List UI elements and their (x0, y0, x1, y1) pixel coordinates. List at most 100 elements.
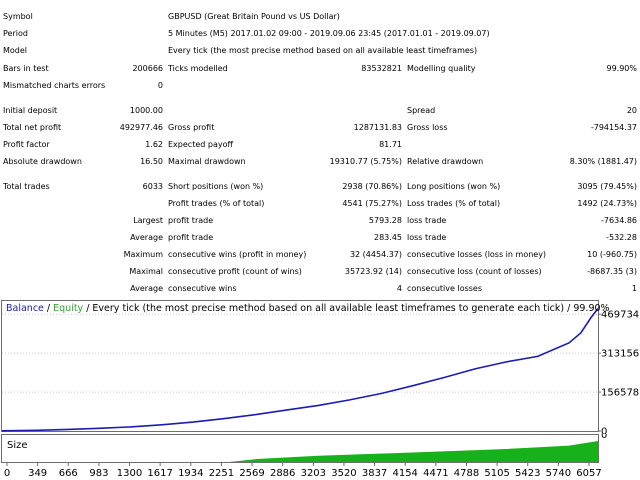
total-net-profit-label: Total net profit (3, 123, 62, 132)
x-tick-label: 666 (59, 468, 78, 479)
ticks-modelled-value: 83532821 (361, 64, 402, 73)
x-tick-label: 983 (89, 468, 108, 479)
legend-equity: Equity (53, 303, 84, 314)
relative-drawdown-label: Relative drawdown (407, 157, 484, 166)
mismatched-errors-label: Mismatched charts errors (3, 81, 106, 90)
size-area (2, 441, 598, 462)
long-positions-value: 3095 (79.45%) (577, 182, 637, 191)
y-tick-label: 313156 (601, 349, 639, 360)
long-positions-label: Long positions (won %) (407, 182, 501, 191)
average-label: Average (130, 233, 163, 242)
x-tick-label: 4154 (392, 468, 417, 479)
size-label: Size (7, 440, 28, 451)
average-consecutive-label: Average (130, 284, 163, 293)
total-trades-label: Total trades (3, 182, 50, 191)
absolute-drawdown-value: 16.50 (140, 157, 163, 166)
initial-deposit-label: Initial deposit (3, 106, 58, 115)
largest-profit-label: profit trade (168, 216, 214, 225)
x-axis-labels: 0 349 666 983 1300 1617 1934 2251 2569 2886 3203 35… (4, 463, 602, 479)
x-tick-label: 2886 (270, 468, 295, 479)
bars-in-test-label: Bars in test (3, 64, 49, 73)
x-tick-label: 1934 (178, 468, 203, 479)
chart-legend: Balance / Equity / Every tick (the most … (6, 303, 610, 314)
y-axis-labels: 469734 313156 156578 0 (598, 310, 639, 434)
maximal-profit-label: consecutive profit (count of wins) (168, 267, 302, 276)
balance-series-line (1, 308, 599, 432)
x-tick-label: 3837 (362, 468, 387, 479)
maximum-losses-value: 10 (-960.75) (587, 250, 637, 259)
chart-frame (1, 300, 599, 432)
average-wins-label: consecutive wins (168, 284, 237, 293)
maximum-wins-value: 32 (4454.37) (349, 250, 402, 259)
maximal-loss-label: consecutive loss (count of losses) (407, 267, 542, 276)
x-tick-label: 0 (4, 468, 10, 479)
x-tick-label: 5740 (546, 468, 571, 479)
average-profit-value: 283.45 (374, 233, 402, 242)
loss-trades-label: Loss trades (% of total) (407, 199, 501, 208)
average-losses-value: 1 (631, 284, 637, 293)
spread-label: Spread (407, 106, 436, 115)
total-trades-value: 6033 (142, 182, 163, 191)
model-value: Every tick (the most precise method base… (168, 46, 478, 55)
y-tick-label: 469734 (601, 310, 639, 321)
modelling-quality-label: Modelling quality (407, 64, 476, 73)
total-net-profit-value: 492977.46 (119, 123, 163, 132)
short-positions-label: Short positions (won %) (168, 182, 264, 191)
modelling-quality-value: 99.90% (606, 64, 637, 73)
x-tick-label: 5105 (484, 468, 509, 479)
maximum-label: Maximum (123, 250, 163, 259)
chart-grid (2, 313, 598, 393)
profit-trades-value: 4541 (75.27%) (342, 199, 402, 208)
profit-trades-label: Profit trades (% of total) (168, 199, 265, 208)
x-tick-label: 1300 (117, 468, 142, 479)
gross-loss-value: -794154.37 (590, 123, 637, 132)
initial-deposit-value: 1000.00 (129, 106, 163, 115)
period-label: Period (3, 29, 28, 38)
largest-loss-value: -7634.86 (601, 216, 637, 225)
x-tick-label: 349 (28, 468, 47, 479)
x-tick-label: 3520 (331, 468, 356, 479)
profit-factor-value: 1.62 (145, 140, 163, 149)
x-tick-label: 4788 (454, 468, 479, 479)
average-loss-value: -532.28 (606, 233, 637, 242)
spread-value: 20 (626, 106, 637, 115)
loss-trades-value: 1492 (24.73%) (577, 199, 637, 208)
mismatched-errors-value: 0 (157, 81, 163, 90)
bars-in-test-value: 200666 (132, 64, 163, 73)
legend-description: / Every tick (the most precise method ba… (83, 303, 610, 314)
legend-balance: Balance (6, 303, 44, 314)
size-zero-label: 0 (601, 434, 607, 441)
largest-profit-value: 5793.28 (368, 216, 402, 225)
maximal-drawdown-label: Maximal drawdown (168, 157, 246, 166)
average-losses-label: consecutive losses (407, 284, 483, 293)
largest-loss-label: loss trade (407, 216, 447, 225)
x-tick-label: 5423 (515, 468, 540, 479)
gross-profit-value: 1287131.83 (353, 123, 402, 132)
legend-separator: / (43, 303, 54, 314)
average-wins-value: 4 (396, 284, 402, 293)
x-tick-label: 6057 (576, 468, 601, 479)
symbol-value: GBPUSD (Great Britain Pound vs US Dollar… (168, 12, 340, 21)
gross-profit-label: Gross profit (168, 123, 215, 132)
balance-chart: 469734 313156 156578 0 (1, 300, 639, 434)
expected-payoff-value: 81.71 (379, 140, 402, 149)
profit-factor-label: Profit factor (3, 140, 50, 149)
symbol-label: Symbol (3, 12, 33, 21)
ticks-modelled-label: Ticks modelled (168, 64, 228, 73)
maximum-losses-label: consecutive losses (loss in money) (407, 250, 547, 259)
x-tick-label: 2251 (209, 468, 234, 479)
x-tick-label: 1617 (147, 468, 172, 479)
x-tick-label: 2569 (239, 468, 264, 479)
maximal-profit-value: 35723.92 (14) (344, 267, 402, 276)
y-tick-label: 0 (601, 427, 607, 435)
maximal-label: Maximal (129, 267, 163, 276)
short-positions-value: 2938 (70.86%) (342, 182, 402, 191)
x-tick-label: 3203 (301, 468, 326, 479)
expected-payoff-label: Expected payoff (168, 140, 233, 149)
maximal-drawdown-value: 19310.77 (5.75%) (329, 157, 402, 166)
size-chart: Size 0 349 666 983 1300 1617 1934 2251 2569 2886 3… (1, 434, 607, 479)
x-tick-label: 4471 (423, 468, 448, 479)
gross-loss-label: Gross loss (407, 123, 448, 132)
absolute-drawdown-label: Absolute drawdown (3, 157, 82, 166)
maximum-wins-label: consecutive wins (profit in money) (168, 250, 307, 259)
